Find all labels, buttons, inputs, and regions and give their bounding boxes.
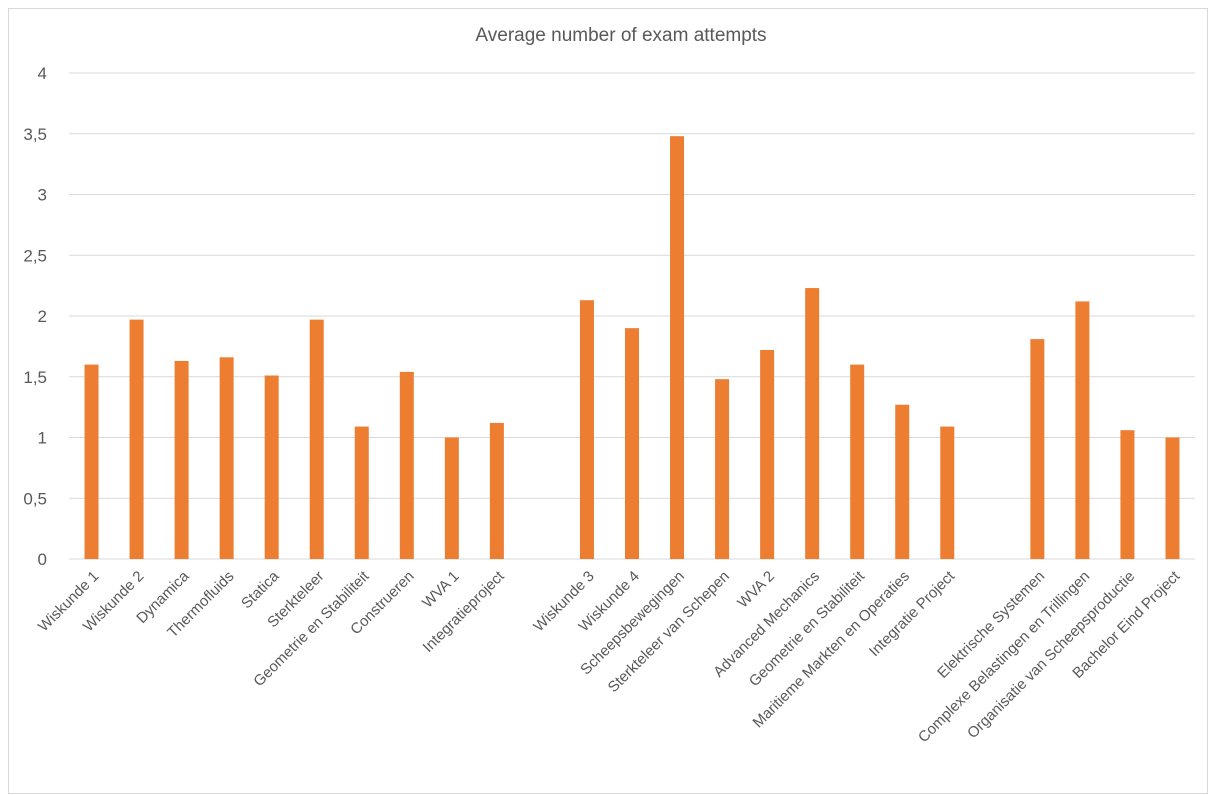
y-tick-label: 2 [38, 307, 47, 326]
bar [1075, 301, 1090, 559]
bar [264, 375, 279, 559]
y-tick-label: 0,5 [23, 489, 47, 508]
y-tick-label: 4 [38, 64, 47, 83]
x-tick-label: Statica [238, 567, 283, 612]
bar [1120, 430, 1135, 559]
bar [895, 404, 910, 559]
bar-chart: Average number of exam attempts 0 0,5 1 1,5… [23, 25, 1195, 746]
y-tick-label: 2,5 [23, 246, 47, 265]
bar [850, 364, 865, 559]
x-tick-label: Integratie Project [866, 567, 959, 660]
x-tick-label: WVA 2 [734, 568, 778, 612]
x-tick-label: WVA 1 [419, 568, 463, 612]
bar [760, 350, 775, 559]
bar [129, 319, 144, 559]
bar [444, 437, 459, 559]
bar [84, 364, 99, 559]
bar [174, 360, 189, 559]
bar [489, 422, 504, 559]
bar [309, 319, 324, 559]
y-tick-label: 3,5 [23, 125, 47, 144]
bar [579, 300, 594, 559]
x-tick-label: Integratieproject [420, 567, 509, 656]
y-tick-label: 1 [38, 429, 47, 448]
bar [625, 328, 639, 559]
bar [399, 371, 414, 559]
bar [219, 357, 234, 559]
bar [805, 288, 820, 559]
y-tick-label: 1,5 [23, 368, 47, 387]
x-tick-label: Organisatie van Scheepsproductie [964, 568, 1138, 742]
gridlines [69, 72, 1195, 560]
chart-frame: Average number of exam attempts 0 0,5 1 1,5… [8, 8, 1208, 794]
y-tick-label: 0 [38, 550, 47, 569]
y-tick-label: 3 [38, 186, 47, 205]
bars [84, 136, 1180, 559]
bar [715, 379, 730, 559]
y-axis-ticks: 0 0,5 1 1,5 2 2,5 3 3,5 4 [23, 64, 47, 569]
bar [940, 426, 955, 559]
bar [1030, 339, 1045, 559]
bar [1165, 437, 1180, 559]
bar [670, 136, 685, 559]
bar [354, 426, 369, 559]
chart-title: Average number of exam attempts [475, 25, 766, 46]
